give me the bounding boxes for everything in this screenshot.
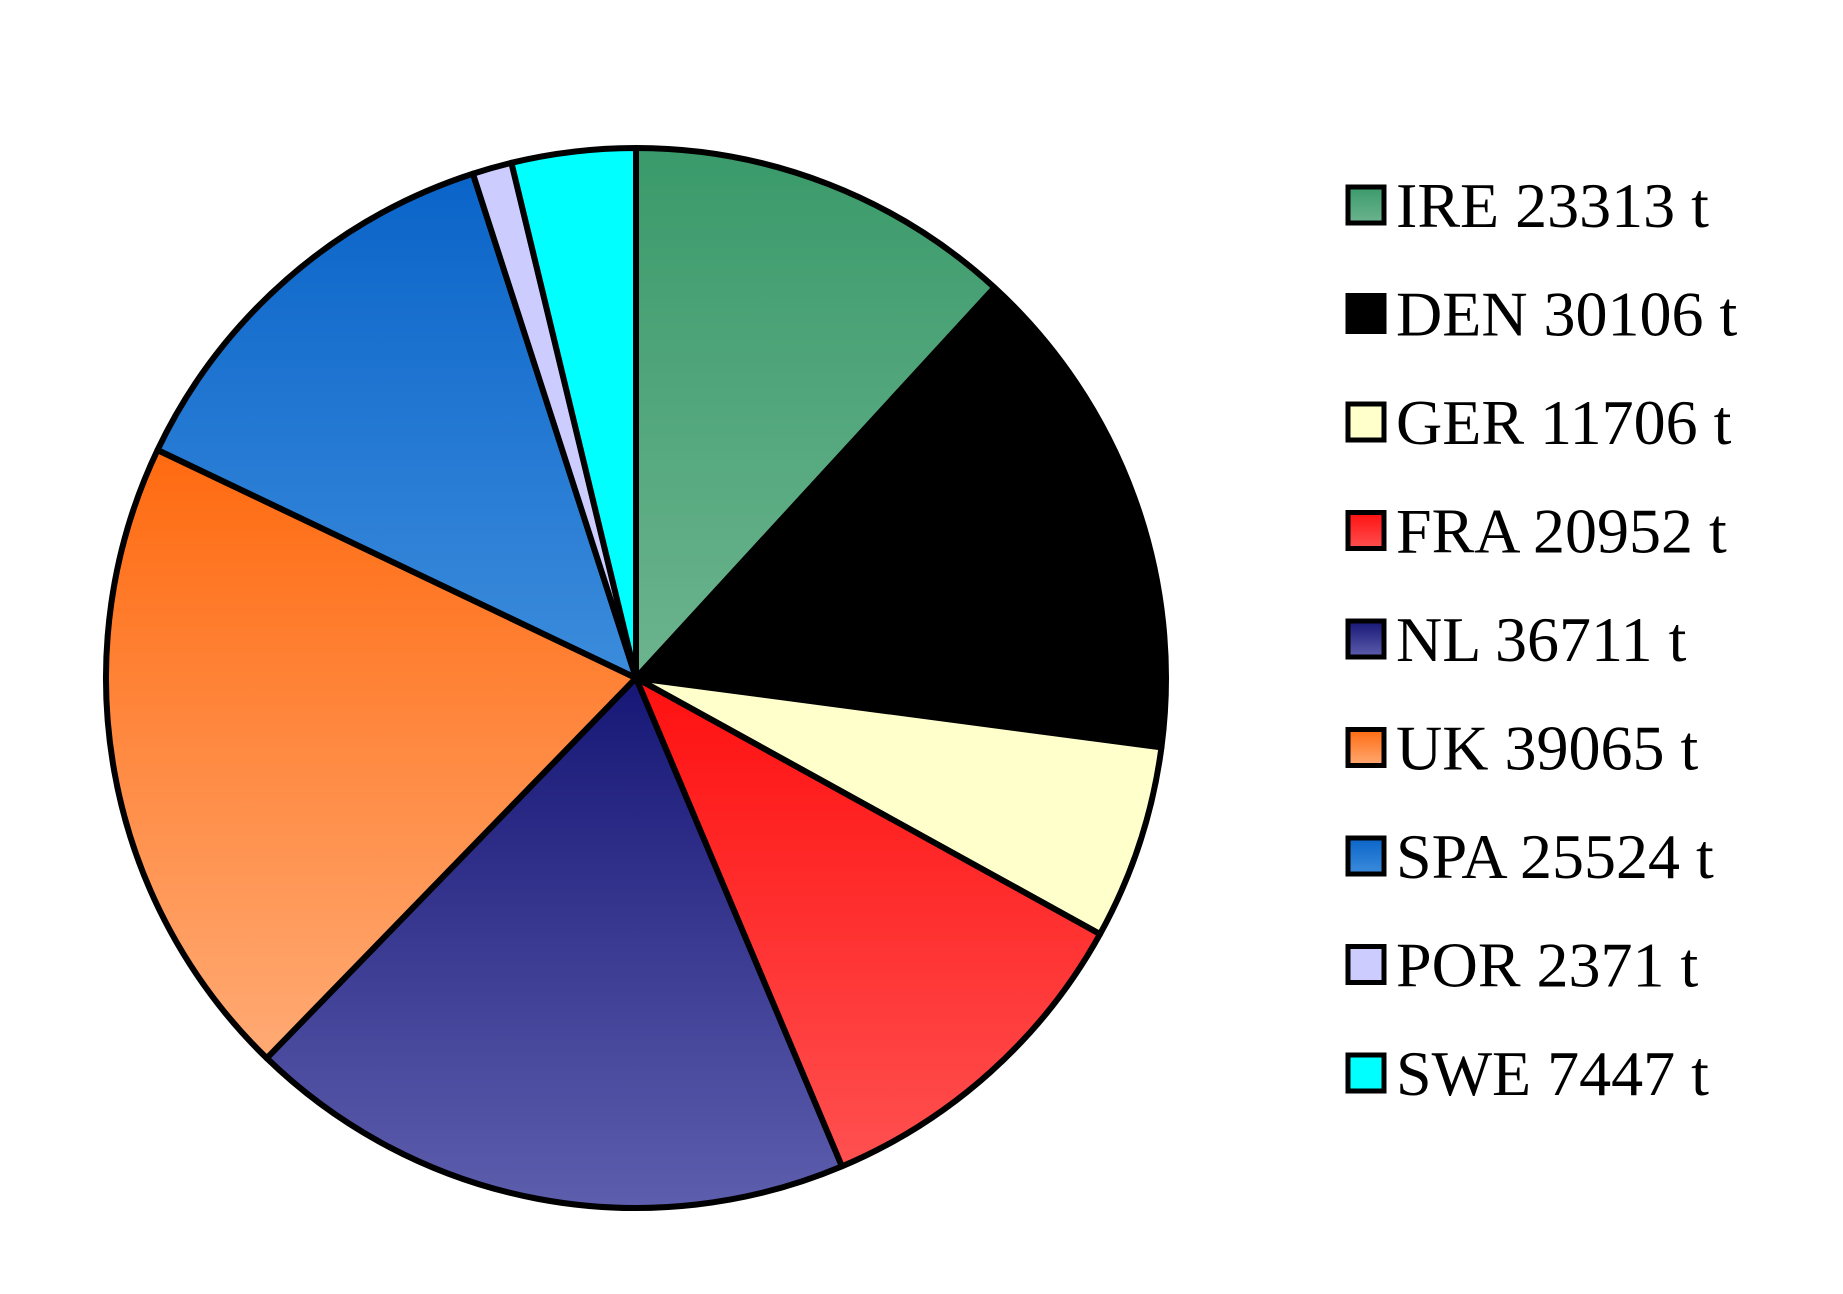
legend-label-swe: SWE 7447 t <box>1396 1038 1709 1109</box>
legend-swatch-por <box>1345 944 1387 985</box>
legend-label-spa: SPA 25524 t <box>1396 821 1714 892</box>
pie-slice-fra <box>633 675 1104 1170</box>
pie-slice-uk <box>103 447 639 1062</box>
pie-slice-ger <box>633 675 1165 938</box>
legend-label-ger: GER 11706 t <box>1396 387 1732 458</box>
pie-slices <box>103 145 1169 1211</box>
legend-swatch-ire <box>1345 184 1387 226</box>
legend-swatch-fra <box>1345 510 1387 551</box>
legend-label-den: DEN 30106 t <box>1396 279 1738 350</box>
pie-slice-ire <box>633 145 998 681</box>
legend-swatch-nl <box>1345 618 1387 660</box>
pie-slice-spa <box>154 170 639 681</box>
pie-slice-den <box>633 284 1169 751</box>
legend-swatch-spa <box>1345 835 1387 877</box>
legend-swatch-den <box>1345 293 1387 334</box>
legend-swatch-ger <box>1345 401 1387 443</box>
legend: IRE 23313 t DEN 30106 t GER 11706 t FRA 209… <box>1345 170 1738 1109</box>
pie-slice-nl <box>263 675 845 1211</box>
legend-label-ire: IRE 23313 t <box>1396 170 1709 241</box>
pie-slice-swe <box>508 145 639 681</box>
legend-swatch-swe <box>1345 1052 1387 1094</box>
legend-swatch-uk <box>1345 727 1387 768</box>
legend-label-nl: NL 36711 t <box>1396 604 1687 675</box>
legend-label-fra: FRA 20952 t <box>1396 496 1727 567</box>
legend-label-uk: UK 39065 t <box>1396 713 1698 784</box>
legend-label-por: POR 2371 t <box>1396 930 1699 1001</box>
